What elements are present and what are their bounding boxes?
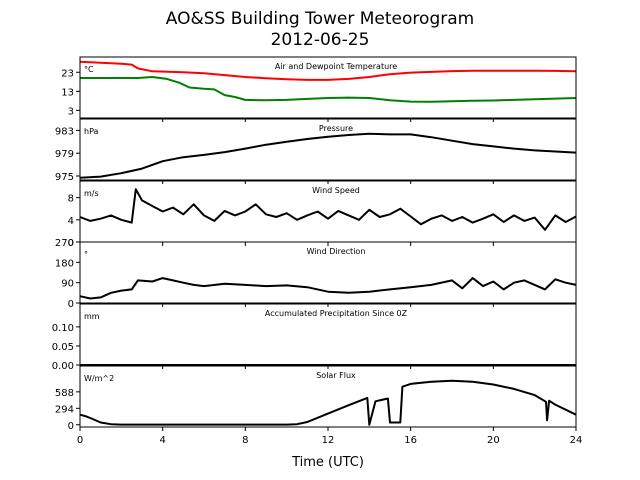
x-tick-label: 4 xyxy=(159,435,165,446)
panel-6: 0 294 588 0 4 8 12 16 20 24 Solar Flux W/m^2 xyxy=(55,365,583,446)
panel-5: 0.00 0.05 0.10 Accumulated Precipitation Si… xyxy=(52,303,577,372)
panel-4-y-tick-label: 270 xyxy=(55,238,74,249)
panel-6-y-tick-label: 0 xyxy=(68,421,74,432)
x-tick-label: 20 xyxy=(487,435,500,446)
panel-3-y-tick-label: 0 xyxy=(68,238,74,249)
x-tick-label: 0 xyxy=(77,435,83,446)
panel-2-y-tick-label: 979 xyxy=(55,149,74,160)
panel-2-y-tick-label: 983 xyxy=(55,126,74,137)
figure-subtitle: 2012-06-25 xyxy=(271,30,370,50)
panel-2: 975 979 983 Pressure hPa xyxy=(55,118,577,184)
panel-1-title: Air and Dewpoint Temperature xyxy=(275,62,397,71)
panel-3-y-tick-label: 8 xyxy=(68,194,74,205)
panel-5-title: Accumulated Precipitation Since 0Z xyxy=(265,309,408,318)
x-tick-label: 16 xyxy=(404,435,417,446)
panel-3-unit-label: m/s xyxy=(84,189,99,198)
panel-1-unit-label: °C xyxy=(84,65,94,74)
panel-2-y-tick-label: 975 xyxy=(55,172,74,183)
panel-4-series-line-1 xyxy=(79,277,577,300)
panel-5-y-tick-label: 0.05 xyxy=(52,342,74,353)
panel-5-unit-label: mm xyxy=(84,312,100,321)
panel-6-y-tick-label: 294 xyxy=(55,404,74,415)
panel-1-y-tick-label: 13 xyxy=(61,87,74,98)
panel-3-y-tick-label: 4 xyxy=(68,216,74,227)
panel-4-y-tick-label: 90 xyxy=(61,279,74,290)
panel-6-title: Solar Flux xyxy=(316,371,356,380)
panel-4-title: Wind Direction xyxy=(307,247,366,256)
panel-4-y-tick-label: 0 xyxy=(68,299,74,310)
panel-1-y-tick-label: 3 xyxy=(68,106,74,117)
panel-4: 0 90 180 270 Wind Direction ° xyxy=(55,238,577,310)
panel-3: 0 4 8 Wind Speed m/s xyxy=(68,180,577,249)
panel-4-unit-label: ° xyxy=(84,250,88,259)
x-axis-label: Time (UTC) xyxy=(291,455,364,470)
panel-5-y-tick-label: 0.10 xyxy=(52,323,74,334)
panel-2-title: Pressure xyxy=(319,124,353,133)
panel-1-series-line-1 xyxy=(79,60,577,81)
panel-5-y-tick-label: 0.00 xyxy=(52,361,74,372)
panel-6-y-tick-label: 588 xyxy=(55,388,74,399)
x-tick-label: 8 xyxy=(242,435,248,446)
panel-6-series-line-1 xyxy=(79,379,577,426)
panel-3-title: Wind Speed xyxy=(312,186,360,195)
panel-4-y-tick-label: 180 xyxy=(55,258,74,269)
panel-2-unit-label: hPa xyxy=(84,127,99,136)
x-tick-label: 24 xyxy=(570,435,583,446)
panel-1-series-line-2 xyxy=(80,76,577,103)
panel-1-y-tick-label: 23 xyxy=(61,68,74,79)
panel-3-series-line-1 xyxy=(79,188,577,231)
x-tick-label: 12 xyxy=(322,435,335,446)
figure-title: AO&SS Building Tower Meteorogram xyxy=(166,9,474,29)
panel-2-series-line-1 xyxy=(79,132,577,179)
panel-1: 3 13 23 Air and Dewpoint Temperature °C xyxy=(61,56,577,122)
panel-6-unit-label: W/m^2 xyxy=(84,374,114,383)
